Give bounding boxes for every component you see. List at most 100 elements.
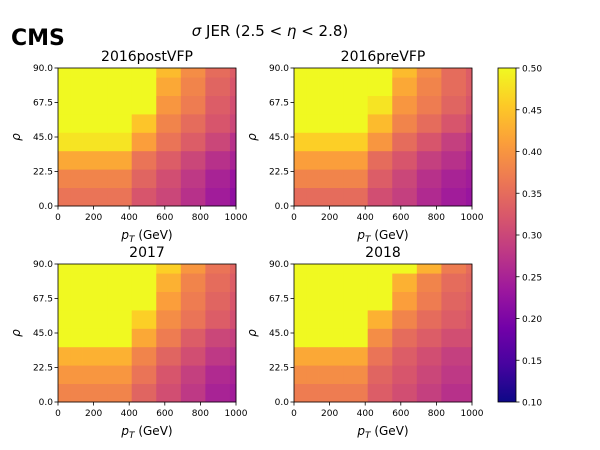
y-tick-label: 22.5 — [269, 364, 289, 374]
heatmap-cell — [180, 264, 206, 274]
heatmap-cell — [306, 132, 319, 152]
heatmap-cell — [229, 132, 237, 152]
heatmap-cell — [58, 68, 71, 78]
heatmap-cell — [58, 150, 71, 170]
heatmap-cell — [205, 114, 231, 133]
heatmap-cell — [416, 68, 442, 78]
heatmap-cell — [416, 264, 442, 274]
heatmap-cell — [180, 383, 206, 403]
heatmap-cell — [131, 264, 157, 274]
heatmap-cell — [318, 187, 344, 207]
heatmap-cell — [180, 169, 206, 188]
heatmap-cell — [229, 264, 237, 274]
colorbar-tick-label: 0.45 — [522, 106, 542, 116]
heatmap-cell — [156, 114, 182, 133]
heatmap-cell — [107, 150, 133, 170]
heatmap-cell — [156, 132, 182, 152]
heatmap-cell — [416, 383, 442, 403]
x-axis-label: pT (GeV) — [120, 228, 172, 245]
heatmap-cell — [367, 383, 393, 403]
heatmap-panel-3: 2018 0 200 400 600 800 1000 0.0 22.5 45.0 67.5 90.0… — [245, 245, 484, 441]
heatmap-cell — [343, 77, 369, 96]
heatmap-cell — [465, 291, 473, 311]
heatmap-panel-0: 2016postVFP 0 200 400 600 800 1000 0.0 22.5 45.0 6… — [9, 49, 248, 245]
heatmap-cell — [416, 187, 442, 207]
heatmap-cell — [156, 383, 182, 403]
heatmap-cell — [318, 95, 344, 115]
heatmap-cell — [367, 77, 393, 96]
heatmap-cell — [82, 114, 108, 133]
heatmap-cell — [318, 310, 344, 329]
heatmap-cell — [294, 150, 307, 170]
heatmap-cell — [82, 291, 108, 311]
heatmap-cell — [318, 291, 344, 311]
heatmap-cell — [156, 95, 182, 115]
heatmap-cell — [229, 95, 237, 115]
colorbar-scale — [498, 68, 516, 402]
heatmap-cell — [294, 383, 307, 403]
panel-title: 2016postVFP — [101, 49, 193, 65]
x-tick-label: 800 — [428, 213, 445, 223]
heatmap-cell — [441, 291, 467, 311]
x-tick-label: 200 — [321, 409, 338, 419]
heatmap-cell — [58, 95, 71, 115]
heatmap-panel-1: 2016preVFP 0 200 400 600 800 1000 0.0 22.5 45.0 67… — [245, 49, 484, 245]
heatmap-cell — [294, 365, 307, 384]
heatmap-cell — [70, 383, 83, 403]
heatmap-cell — [306, 95, 319, 115]
heatmap-cell — [392, 114, 418, 133]
heatmap-cell — [70, 310, 83, 329]
heatmap-cell — [205, 346, 231, 366]
heatmap-cell — [82, 264, 108, 274]
heatmap-cell — [392, 77, 418, 96]
heatmap-cell — [367, 365, 393, 384]
heatmap-cell — [156, 328, 182, 348]
x-tick-label: 400 — [121, 213, 138, 223]
heatmap-cell — [306, 68, 319, 78]
heatmap-cell — [205, 187, 231, 207]
heatmap-cell — [156, 365, 182, 384]
x-tick-label: 800 — [192, 213, 209, 223]
heatmap-cell — [205, 291, 231, 311]
heatmap-cell — [392, 383, 418, 403]
y-tick-label: 90.0 — [269, 64, 289, 74]
y-axis-label: ρ — [9, 133, 23, 141]
panel-title: 2017 — [129, 245, 165, 261]
x-tick-label: 200 — [85, 409, 102, 419]
heatmap-cell — [294, 77, 307, 96]
x-tick-label: 0 — [291, 213, 297, 223]
heatmap-cell — [465, 169, 473, 188]
heatmap-cell — [70, 264, 83, 274]
heatmap-cell — [306, 264, 319, 274]
heatmap-cell — [58, 328, 71, 348]
heatmap-cell — [107, 346, 133, 366]
heatmap-cell — [416, 95, 442, 115]
x-tick-label: 600 — [156, 213, 173, 223]
x-tick-label: 0 — [55, 213, 61, 223]
heatmap-cell — [156, 264, 182, 274]
y-tick-label: 0.0 — [39, 398, 54, 408]
heatmap-cell — [294, 169, 307, 188]
heatmap-cell — [156, 310, 182, 329]
heatmap-cell — [343, 264, 369, 274]
heatmap-cell — [107, 328, 133, 348]
heatmap-cell — [205, 310, 231, 329]
experiment-label: CMS — [11, 26, 65, 51]
heatmap-cell — [318, 132, 344, 152]
heatmap-cell — [205, 77, 231, 96]
heatmap-cell — [392, 310, 418, 329]
heatmap-cell — [294, 346, 307, 366]
heatmap-cell — [441, 132, 467, 152]
heatmap-cell — [58, 273, 71, 292]
heatmap-cell — [70, 77, 83, 96]
heatmap-cell — [306, 383, 319, 403]
heatmap-cell — [367, 310, 393, 329]
heatmap-cell — [180, 114, 206, 133]
heatmap-cell — [441, 264, 467, 274]
heatmap-cell — [465, 383, 473, 403]
heatmap-cell — [107, 365, 133, 384]
x-tick-label: 400 — [121, 409, 138, 419]
heatmap-cell — [205, 95, 231, 115]
y-axis-label: ρ — [245, 133, 259, 141]
heatmap-cell — [465, 365, 473, 384]
